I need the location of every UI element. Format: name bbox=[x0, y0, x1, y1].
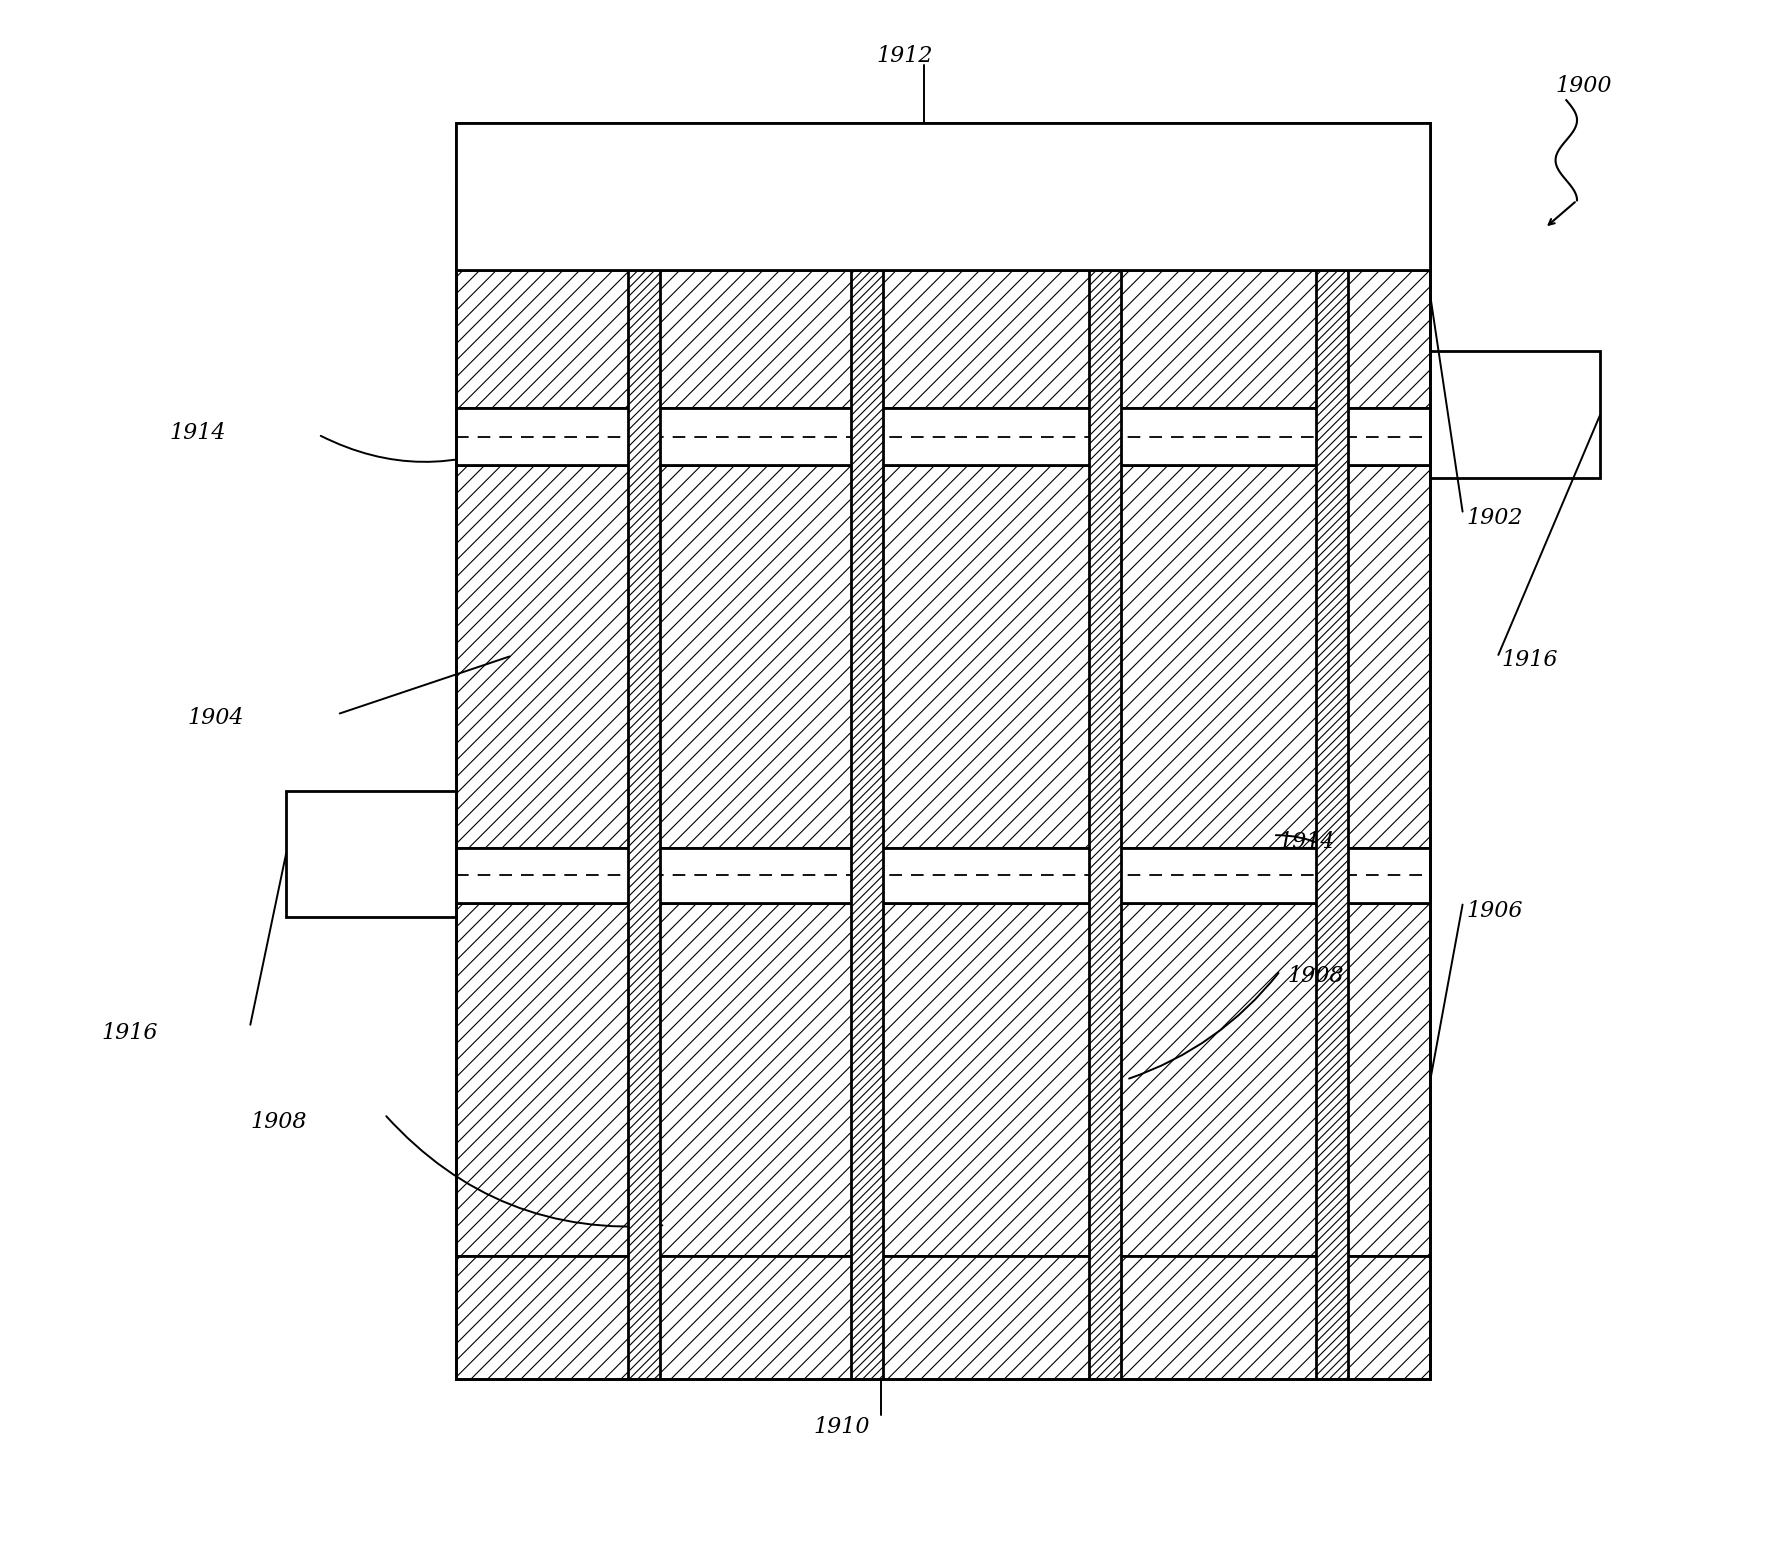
Text: 1908: 1908 bbox=[250, 1111, 308, 1133]
Text: 1916: 1916 bbox=[1502, 649, 1559, 670]
Text: 1908: 1908 bbox=[1287, 965, 1345, 986]
Text: 1914: 1914 bbox=[1278, 831, 1336, 852]
Bar bbox=[456, 123, 1430, 270]
Text: 1902: 1902 bbox=[1466, 507, 1523, 529]
Bar bbox=[456, 848, 1430, 903]
Bar bbox=[456, 185, 1430, 1379]
Text: 1910: 1910 bbox=[814, 1416, 871, 1438]
Bar bbox=[1089, 185, 1121, 1379]
Bar bbox=[456, 123, 1430, 270]
Bar bbox=[628, 185, 660, 1379]
Bar bbox=[456, 185, 1430, 1379]
Bar bbox=[851, 185, 883, 1379]
Bar bbox=[456, 408, 1430, 465]
Text: 1906: 1906 bbox=[1466, 900, 1523, 922]
Text: 1916: 1916 bbox=[102, 1022, 159, 1043]
Bar bbox=[456, 1256, 1430, 1379]
Bar bbox=[456, 185, 1430, 408]
Bar bbox=[456, 903, 1430, 1256]
Bar bbox=[456, 465, 1430, 848]
Text: 1900: 1900 bbox=[1556, 76, 1613, 97]
Bar bbox=[286, 791, 456, 917]
Text: 1912: 1912 bbox=[876, 45, 933, 66]
Text: 1914: 1914 bbox=[170, 422, 227, 444]
Bar bbox=[1430, 351, 1600, 478]
Text: 1904: 1904 bbox=[188, 707, 245, 729]
Bar bbox=[1316, 185, 1348, 1379]
